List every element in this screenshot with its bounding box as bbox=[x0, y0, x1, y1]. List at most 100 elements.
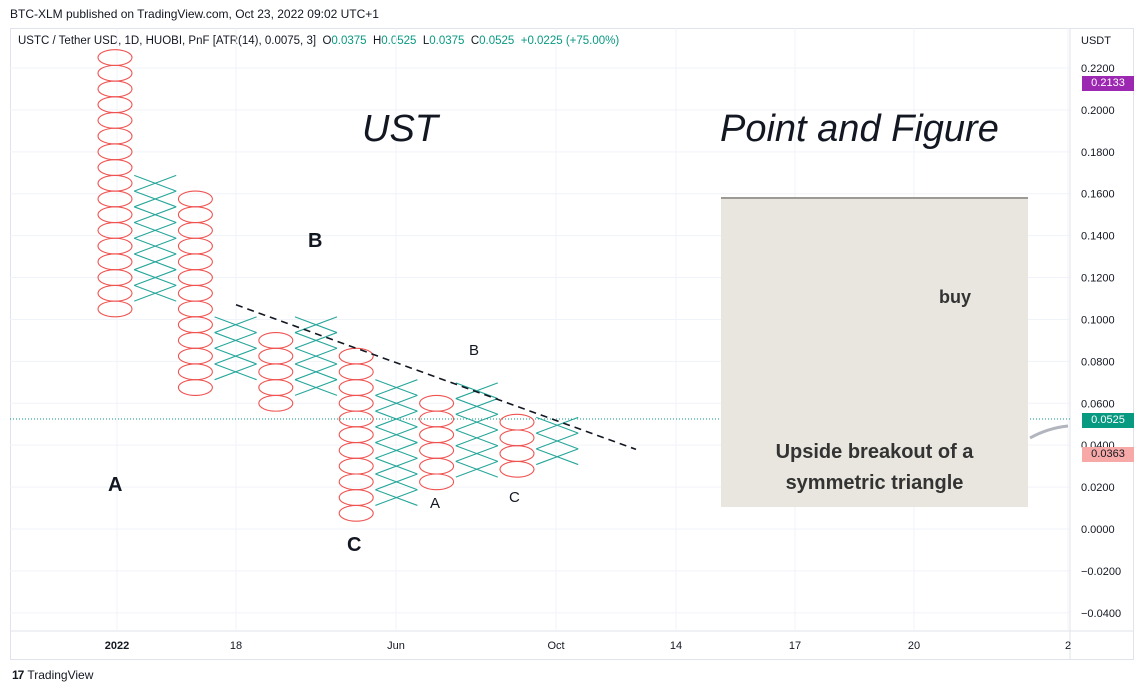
x-mark-stroke-b bbox=[455, 460, 498, 478]
x-column bbox=[536, 416, 579, 466]
o-column bbox=[419, 394, 455, 491]
o-mark bbox=[97, 300, 133, 318]
trendline-group bbox=[235, 304, 1069, 451]
x-mark-stroke-b bbox=[134, 190, 177, 208]
o-mark bbox=[338, 410, 374, 428]
x-mark-stroke-b bbox=[455, 398, 498, 415]
x-mark-stroke-b bbox=[134, 269, 177, 286]
price-tick-label: 0.2000 bbox=[1081, 105, 1115, 117]
x-mark-stroke-b bbox=[536, 432, 579, 450]
inset-caption-line2: symmetric triangle bbox=[785, 472, 964, 494]
label-b-big: B bbox=[308, 230, 323, 252]
price-tick-label: 0.2200 bbox=[1081, 63, 1115, 75]
tradingview-logo-icon: 17 bbox=[12, 668, 24, 682]
x-mark-stroke-b bbox=[214, 363, 257, 381]
o-mark bbox=[338, 504, 374, 522]
x-mark-stroke-b bbox=[134, 253, 177, 271]
footer-brand[interactable]: TradingView bbox=[27, 668, 94, 682]
o-column bbox=[499, 413, 535, 478]
o-mark bbox=[258, 332, 294, 349]
x-mark-stroke-b bbox=[134, 206, 177, 224]
o-mark bbox=[338, 379, 374, 396]
o-column bbox=[97, 49, 133, 318]
price-tag-high: 0.2133 bbox=[1082, 76, 1134, 91]
x-mark-stroke-b bbox=[294, 379, 338, 396]
time-tick-label: Oct bbox=[547, 640, 564, 652]
x-mark-stroke-b bbox=[214, 347, 257, 365]
o-mark bbox=[97, 284, 133, 302]
o-mark bbox=[338, 347, 374, 365]
o-mark bbox=[97, 253, 133, 271]
x-mark-stroke-b bbox=[375, 442, 418, 459]
price-tick-label: 0.0600 bbox=[1081, 398, 1115, 410]
scroll-curve bbox=[1029, 424, 1069, 440]
x-column bbox=[455, 382, 498, 478]
open-value: 0.0375 bbox=[331, 35, 367, 47]
price-axis: 0.2200 0.2000 0.1800 0.1600 0.1400 0.1200 0.10… bbox=[1081, 63, 1121, 620]
o-mark bbox=[97, 127, 133, 145]
x-mark-stroke-b bbox=[455, 382, 498, 400]
o-mark bbox=[338, 426, 374, 444]
inset-panel: buy Upside breakout of a symmetric trian… bbox=[721, 197, 1028, 507]
x-mark-stroke-b bbox=[375, 489, 418, 506]
x-mark-stroke-b bbox=[375, 379, 418, 396]
low-label: L bbox=[422, 35, 430, 47]
price-tick-label: 0.1400 bbox=[1081, 231, 1115, 243]
label-a-big: A bbox=[108, 474, 123, 496]
pnf-columns bbox=[97, 49, 579, 522]
x-mark-stroke-b bbox=[134, 284, 177, 302]
x-mark-stroke-b bbox=[214, 332, 257, 349]
open-label: O bbox=[322, 35, 332, 47]
inset-buy-label: buy bbox=[939, 287, 972, 307]
time-tick-label: 18 bbox=[230, 640, 242, 652]
price-tick-label: 0.1600 bbox=[1081, 189, 1115, 201]
symbol-name[interactable]: USTC / Tether USD, 1D, HUOBI, PnF [ATR(1… bbox=[18, 35, 317, 47]
o-mark bbox=[499, 413, 535, 431]
o-mark bbox=[177, 300, 213, 318]
x-mark-stroke-b bbox=[294, 347, 338, 365]
x-mark-stroke-b bbox=[134, 222, 177, 239]
price-tick-label: 0.0000 bbox=[1081, 524, 1115, 536]
o-mark bbox=[97, 111, 133, 129]
o-column bbox=[258, 332, 294, 412]
trendline bbox=[235, 304, 637, 451]
close-value: 0.0525 bbox=[479, 35, 515, 47]
price-tick-label: 0.1200 bbox=[1081, 273, 1115, 285]
time-tick-label: 14 bbox=[670, 640, 682, 652]
title-pnf: Point and Figure bbox=[720, 108, 999, 150]
time-tick-label: 17 bbox=[789, 640, 801, 652]
o-mark bbox=[97, 80, 133, 98]
price-tag-low: 0.0363 bbox=[1082, 447, 1134, 462]
x-mark-stroke-b bbox=[375, 394, 418, 412]
label-b-small: B bbox=[469, 342, 480, 359]
price-tick-label: 0.0200 bbox=[1081, 482, 1115, 494]
label-c-big: C bbox=[347, 534, 362, 556]
time-tick-label: Jun bbox=[387, 640, 405, 652]
o-mark bbox=[177, 284, 213, 302]
x-mark-stroke-b bbox=[214, 316, 257, 334]
inset-caption: Upside breakout of a symmetric triangle bbox=[721, 437, 1028, 499]
o-mark bbox=[177, 253, 213, 271]
o-mark bbox=[499, 460, 535, 478]
footer: 17 TradingView bbox=[12, 668, 93, 682]
change-value: +0.0225 (+75.00%) bbox=[520, 35, 620, 47]
price-tick-label: −0.0400 bbox=[1081, 608, 1121, 620]
o-column bbox=[338, 347, 374, 522]
x-mark-stroke-b bbox=[294, 316, 338, 334]
price-tag-last: 0.0525 bbox=[1082, 413, 1134, 428]
high-value: 0.0525 bbox=[381, 35, 417, 47]
o-mark bbox=[338, 457, 374, 475]
close-label: C bbox=[470, 35, 480, 47]
o-mark bbox=[338, 363, 374, 381]
low-value: 0.0375 bbox=[429, 35, 465, 47]
time-tick-label: 20 bbox=[908, 640, 920, 652]
price-tick-label: −0.0200 bbox=[1081, 566, 1121, 578]
x-mark-stroke-b bbox=[455, 445, 498, 462]
o-mark bbox=[419, 426, 455, 444]
x-column bbox=[375, 379, 418, 506]
grid-lines bbox=[10, 28, 1134, 660]
title-ust: UST bbox=[362, 108, 438, 150]
o-mark bbox=[338, 489, 374, 506]
x-mark-stroke-b bbox=[455, 413, 498, 431]
o-mark bbox=[258, 363, 294, 381]
